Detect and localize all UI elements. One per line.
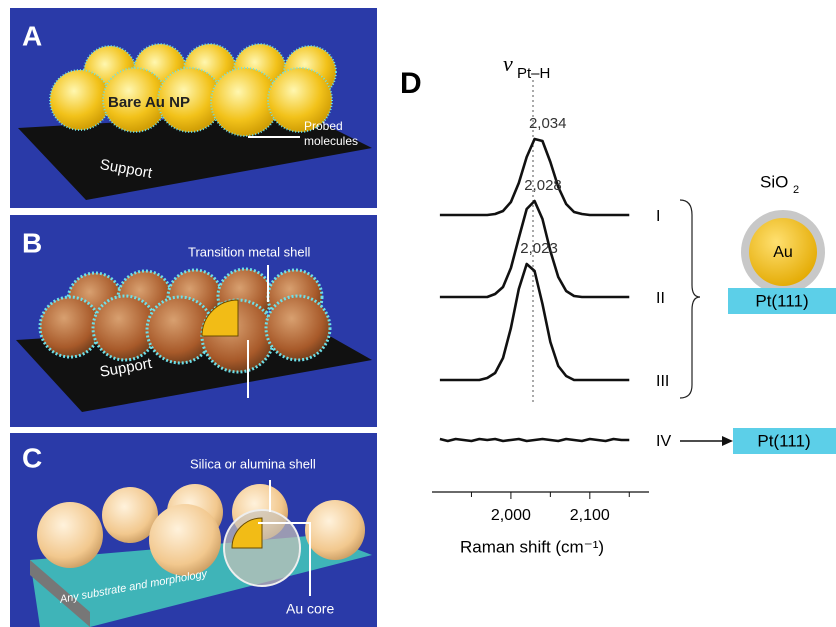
arrow-head [722,436,733,446]
x-tick-label: 2,000 [491,507,531,524]
spectrum [439,437,630,443]
series-label: II [656,290,665,307]
peak-label: 2,034 [529,115,567,132]
surface-label: Pt(111) [757,431,810,450]
peak-label: 2,023 [520,240,558,257]
panel-c: C Silica or alumina shell Any substrate … [10,433,377,627]
surface-label: Pt(111) [755,291,808,310]
panel-a: A Bare Au NP Probed molecules Support [10,8,377,208]
peak-label: 2,028 [524,177,562,194]
series-label: I [656,208,660,225]
cutaway [201,299,239,337]
panel-letter: B [22,227,42,258]
core-label: Au [773,244,793,261]
reference-subscript: Pt–H [517,65,550,82]
panel-letter: A [22,20,42,51]
au-core [749,218,817,286]
panel-b: B Transition metal shell Support [10,215,377,427]
pt-surface [728,288,836,314]
x-tick-label: 2,100 [570,507,610,524]
panel-letter: C [22,442,42,473]
probe-label: Probed [304,119,343,133]
reference-symbol: ν [503,51,513,76]
core-label: Au core [286,601,334,617]
spectrum [439,262,630,382]
pt-surface [733,428,836,454]
probe-label: molecules [304,134,358,148]
series-label: IV [656,433,671,450]
x-axis-label: Raman shift (cm⁻¹) [460,537,604,556]
shell-subscript: 2 [793,184,799,196]
particle-label: Bare Au NP [108,94,190,111]
shell-label: Transition metal shell [188,244,310,259]
shell-label: SiO [760,172,788,191]
brace [679,199,701,399]
spectrum [439,199,630,299]
panel-letter: D [400,67,422,100]
series-label: III [656,373,669,390]
support-slab [18,112,372,200]
cutaway [231,517,263,549]
shell-label: Silica or alumina shell [190,456,316,471]
particles [49,43,337,137]
substrate-edge [30,560,90,627]
core-pointer [258,522,311,596]
spectrum [439,137,630,217]
